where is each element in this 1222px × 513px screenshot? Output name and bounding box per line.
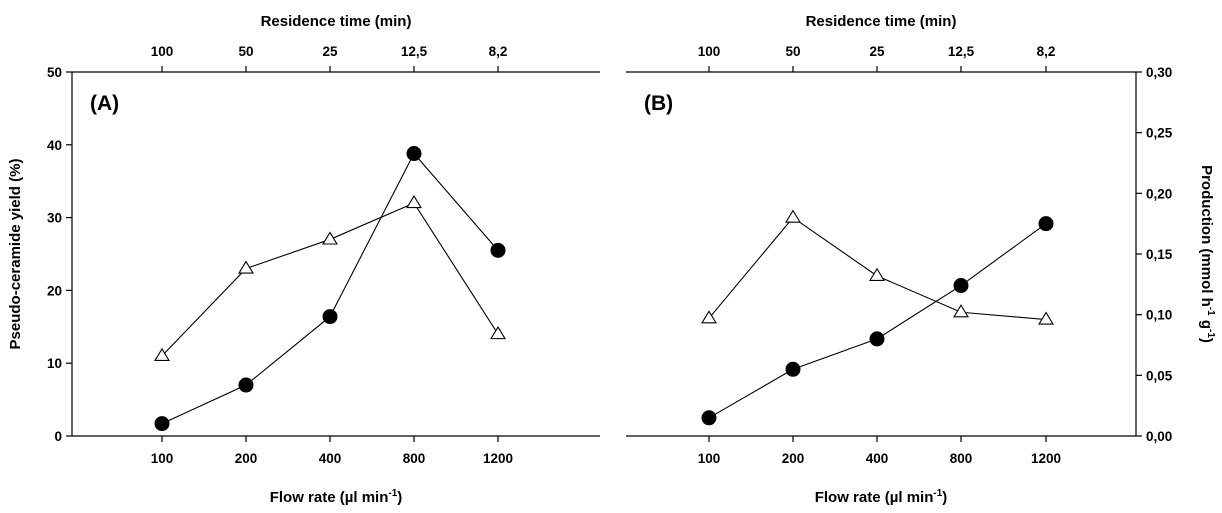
panel-b-x-axis-title-main: Flow rate (µl min [815,489,934,506]
panel-a-series-1-point [406,146,422,162]
panel-a-x-axis-title-sup: -1 [388,488,397,499]
panel-a-top-axis-title: Residence time (min) [261,13,412,30]
panel-a-x-tick-label: 800 [403,451,426,466]
panel-b-series-2-point [785,209,801,223]
panel-a-series-1-point [238,377,254,393]
panel-b-top-tick-label: 50 [785,44,800,59]
panel-a-x-tick-label: 1200 [483,451,513,466]
panel-a-series-2-point [238,260,254,274]
panel-b-series-2-point [1038,311,1054,325]
panel-a-series-1-line [161,152,499,425]
panel-a-x-axis-title-main: Flow rate (µl min [270,489,389,506]
panel-b-y-axis-title-close: ) [1198,338,1215,343]
panel-a-y-tick-label: 50 [47,65,62,80]
panel-b-y-tick-label: 0,25 [1146,126,1173,141]
panel-b-series-1-point [1038,216,1054,232]
panel-b-top-tick-label: 8,2 [1037,44,1056,59]
panel-b-y-tick-label: 0,15 [1146,247,1173,262]
panel-b-y-axis-title-sup2: -1 [1205,329,1216,338]
panel-a-series-1-point [322,309,338,325]
panel-a-series-2-point [154,347,170,362]
panel-a-y-axis-title: Pseudo-ceramide yield (%) [7,159,24,350]
panel-b-series-2-point [701,310,717,324]
panel-a-series-2-point [406,194,422,209]
panel-a-series-1-point [154,416,170,432]
panel-b-top-tick-label: 12,5 [948,44,975,59]
panel-b-series-1-line [708,223,1047,419]
panel-b-y-axis-title-mid: g [1198,316,1215,329]
panel-b-x-tick-label: 100 [698,451,721,466]
panel-b-series-2-line [708,216,1047,321]
panel-b-x-tick-label: 400 [866,451,889,466]
panel-b-y-tick-label: 0,20 [1146,186,1172,201]
panel-a-series-2-point [322,231,338,245]
panel-a-top-tick-label: 25 [322,44,338,59]
panel-b-series-1-point [701,410,717,426]
panel-b-series-2-point [869,267,885,281]
panel-a-label: (A) [90,92,119,115]
panel-a-top-tick-label: 8,2 [489,44,508,59]
panel-b-y-axis-title-sup1: -1 [1205,307,1216,316]
panel-a-y-tick-label: 20 [47,283,62,298]
panel-b-label: (B) [644,92,673,115]
panel-a-top-tick-label: 50 [238,44,253,59]
panel-b-top-tick-label: 100 [698,44,721,59]
panel-b-x-axis-title-close: ) [942,489,947,506]
panel-a-series-2-point [490,326,506,340]
panel-b-top-tick-label: 25 [869,44,885,59]
panel-a-series-1-point [490,242,506,258]
panel-b-y-tick-label: 0,30 [1146,65,1172,80]
panel-a-x-tick-label: 400 [319,451,342,466]
panel-a-x-tick-label: 100 [151,451,174,466]
panel-b-series-1-point [869,331,885,347]
panel-b-series-1-point [785,361,801,377]
panel-a-x-axis-title-close: ) [397,489,402,506]
panel-a-series-2-line [161,202,499,357]
panel-a-y-tick-label: 30 [47,211,62,226]
panel-b-x-tick-label: 800 [950,451,973,466]
panel-a-top-tick-label: 100 [151,44,174,59]
panel-b-top-axis-title: Residence time (min) [806,13,957,30]
panel-b-series-2-point [953,304,969,318]
panel-b-x-tick-label: 200 [782,451,805,466]
panel-b-x-axis-title-sup: -1 [933,488,942,499]
panel-a-x-tick-label: 200 [235,451,258,466]
panel-b-y-tick-label: 0,10 [1146,308,1172,323]
panel-a-top-tick-label: 12,5 [401,44,428,59]
panel-a-y-tick-label: 40 [47,138,62,153]
panel-b-x-axis-title: Flow rate (µl min-1) [815,488,948,506]
panel-a-x-axis-title: Flow rate (µl min-1) [270,488,403,506]
panel-b-x-tick-label: 1200 [1031,451,1061,466]
panel-a-y-tick-label: 0 [54,429,62,444]
panel-a-y-tick-label: 10 [47,356,62,371]
panel-b-series-1-point [953,278,969,294]
panel-b-y-axis-title-main: Production (mmol h [1198,165,1215,307]
panel-b-y-tick-label: 0,00 [1146,429,1172,444]
panel-b-y-tick-label: 0,05 [1146,368,1173,383]
panel-b-y-axis-title: Production (mmol h-1 g-1) [1198,165,1216,343]
